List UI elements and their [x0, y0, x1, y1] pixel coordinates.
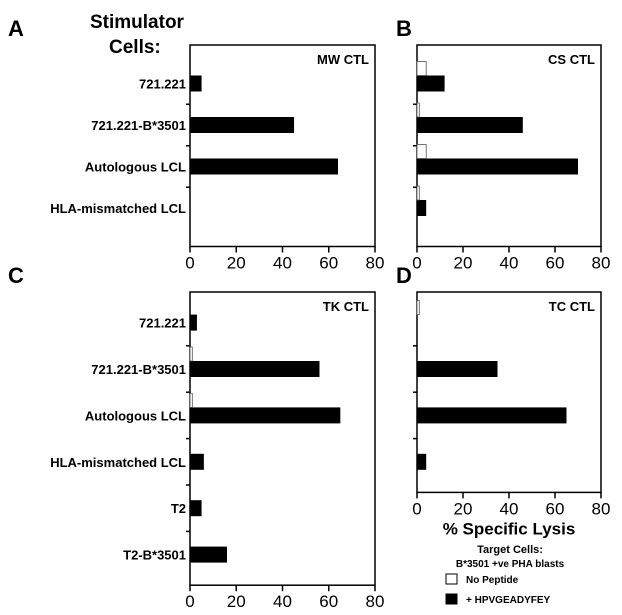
legend-swatch-peptide: [445, 593, 458, 605]
x-tick-label-b: 0: [412, 254, 421, 273]
x-tick-label-d: 20: [454, 499, 473, 518]
plot-frame-b: [416, 44, 602, 248]
bar-no-peptide-d-721-221: [416, 300, 420, 316]
bar-no-peptide-b-721-221: [416, 61, 427, 76]
bar-peptide-c-721-221: [190, 314, 197, 331]
bar-peptide-d-hla-mismatched-lcl: [417, 453, 427, 470]
x-tick-label-a: 0: [185, 254, 194, 273]
x-tick-label-b: 80: [592, 254, 611, 273]
x-tick-label-a: 80: [366, 254, 385, 273]
stimulator-heading-line2: Cells:: [109, 37, 161, 58]
bar-peptide-c-hla-mismatched-lcl: [190, 453, 204, 470]
panel-label-b: B: [396, 16, 412, 41]
legend-label-peptide: + HPVGEADYFEY: [466, 595, 551, 606]
bar-peptide-a-721-221-b-3501: [190, 117, 295, 133]
bar-peptide-c-autologous-lcl: [190, 407, 341, 424]
x-tick-label-d: 0: [412, 499, 421, 518]
x-tick-label-d: 40: [500, 499, 519, 518]
plot-frame-c: [189, 291, 376, 586]
category-label-a-autologous-lcl: Autologous LCL: [85, 160, 186, 175]
x-axis-label-c: % Specific Lysis: [216, 612, 349, 615]
bar-peptide-b-721-221: [417, 75, 445, 92]
x-tick-label-a: 20: [227, 254, 246, 273]
panel-d: TC CTL 0 20 40 60 80 % Specific Lysis: [412, 291, 611, 538]
category-label-c-hla-mismatched-lcl: HLA-mismatched LCL: [50, 455, 186, 470]
panel-title-b: CS CTL: [548, 52, 595, 67]
bar-peptide-b-autologous-lcl: [417, 158, 578, 175]
panel-label-c: C: [8, 263, 24, 288]
bar-peptide-a-721-221: [190, 75, 202, 92]
category-label-c-t2-b-3501: T2-B*3501: [123, 548, 186, 563]
bar-no-peptide-b-721-221-b-3501: [416, 102, 420, 118]
x-tick-label-a: 40: [273, 254, 292, 273]
x-tick-label-d: 60: [546, 499, 565, 518]
bar-peptide-d-autologous-lcl: [417, 407, 567, 424]
bar-peptide-c-721-221-b-3501: [190, 361, 320, 377]
category-label-c-t2: T2: [171, 501, 186, 516]
category-label-c-721-221-b-3501: 721.221-B*3501: [91, 362, 186, 377]
category-label-c-autologous-lcl: Autologous LCL: [85, 408, 186, 423]
x-tick-label-c: 0: [185, 592, 194, 611]
x-tick-label-b: 20: [454, 254, 473, 273]
panel-label-a: A: [8, 16, 24, 41]
category-label-a-721-221-b-3501: 721.221-B*3501: [91, 118, 186, 133]
bar-peptide-d-721-221-b-3501: [417, 361, 498, 377]
stimulator-heading-line1: Stimulator: [90, 12, 185, 33]
panel-label-d: D: [396, 263, 412, 288]
x-axis-label-d: % Specific Lysis: [443, 519, 576, 538]
bar-peptide-b-hla-mismatched-lcl: [417, 200, 427, 216]
x-tick-label-c: 20: [227, 592, 246, 611]
legend-swatch-no-peptide: [445, 573, 458, 585]
plot-frame-d: [416, 291, 602, 494]
bar-no-peptide-c-autologous-lcl: [189, 392, 193, 408]
legend-subtitle: B*3501 +ve PHA blasts: [456, 559, 565, 570]
legend-label-no-peptide: No Peptide: [466, 575, 519, 586]
panel-b: CS CTL 0 20 40 60 80: [412, 44, 611, 273]
bar-no-peptide-c-721-221-b-3501: [189, 346, 193, 362]
x-tick-label-a: 60: [319, 254, 338, 273]
bar-peptide-a-autologous-lcl: [190, 158, 338, 175]
x-tick-label-b: 60: [546, 254, 565, 273]
x-tick-label-c: 60: [319, 592, 338, 611]
bar-peptide-c-t2-b-3501: [190, 546, 227, 563]
bar-no-peptide-b-autologous-lcl: [416, 144, 427, 159]
legend: Target Cells: B*3501 +ve PHA blasts No P…: [445, 544, 565, 606]
category-label-a-hla-mismatched-lcl: HLA-mismatched LCL: [50, 201, 186, 216]
panel-title-d: TC CTL: [549, 299, 595, 314]
panel-title-a: MW CTL: [317, 52, 369, 67]
plot-frame-a: [189, 44, 376, 248]
x-tick-label-d: 80: [592, 499, 611, 518]
legend-title: Target Cells:: [477, 544, 543, 556]
category-label-a-721-221: 721.221: [139, 77, 186, 92]
bar-peptide-c-t2: [190, 500, 202, 517]
panel-c: TK CTL 721.221 721.221-B*3501 Autologous LC…: [50, 291, 385, 615]
bar-no-peptide-b-hla-mismatched-lcl: [416, 185, 420, 201]
x-tick-label-b: 40: [500, 254, 519, 273]
panel-a: MW CTL 721.221 721.221-B*3501 Autologous LC…: [50, 44, 385, 273]
panel-title-c: TK CTL: [323, 299, 369, 314]
x-tick-label-c: 80: [366, 592, 385, 611]
category-label-c-721-221: 721.221: [139, 316, 186, 331]
bar-peptide-b-721-221-b-3501: [417, 117, 523, 133]
x-tick-label-c: 40: [273, 592, 292, 611]
